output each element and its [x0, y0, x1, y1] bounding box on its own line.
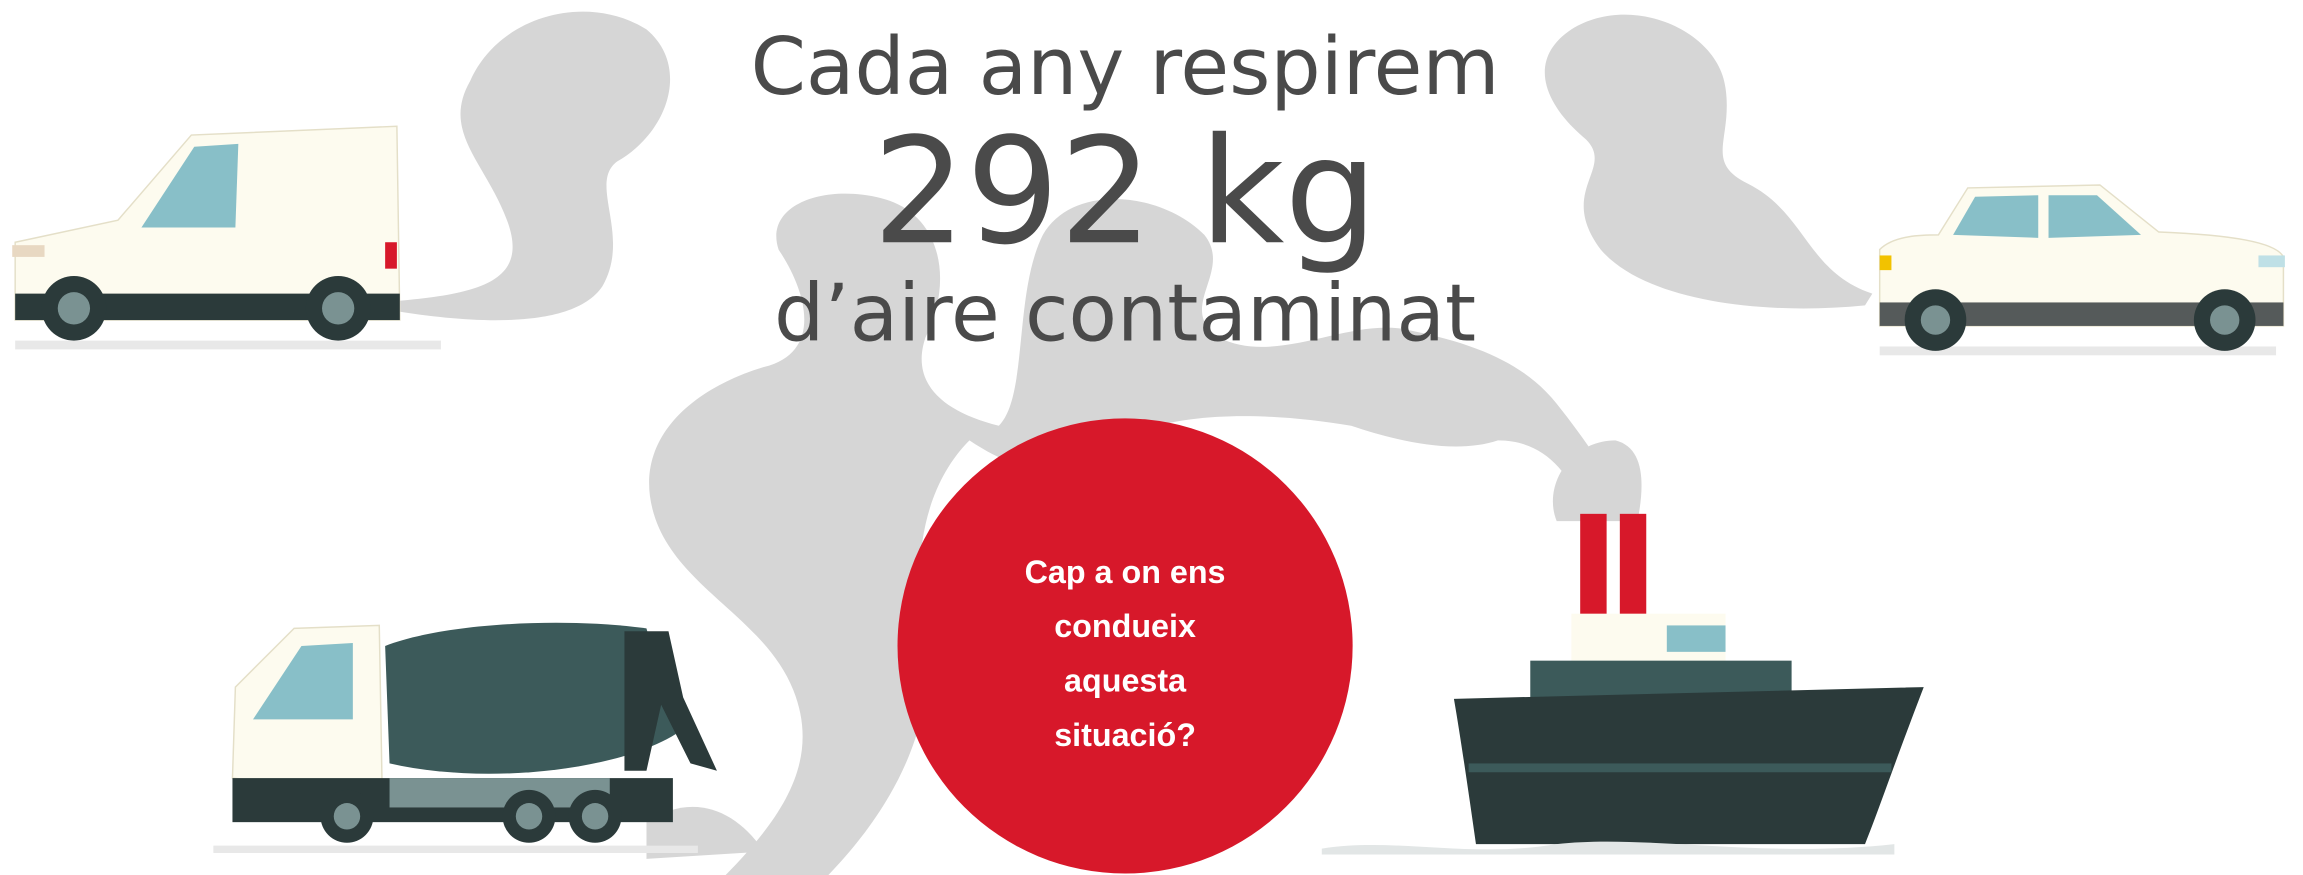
ship-illustration-part	[1580, 514, 1606, 617]
car-illustration-part	[1880, 255, 1892, 270]
van-illustration	[12, 126, 441, 349]
car-illustration-part	[2258, 255, 2284, 267]
van-illustration-part	[58, 292, 90, 324]
mixer-truck-illustration-part	[582, 803, 608, 829]
ship-illustration	[1322, 514, 1924, 855]
callout-line: aquesta	[1064, 662, 1187, 698]
page: {"headline": {"lines": ["Cada any respir…	[0, 0, 2303, 875]
smoke-part	[397, 12, 670, 321]
ship-illustration-part	[1620, 514, 1646, 617]
mixer-truck-illustration	[213, 623, 717, 853]
headline-figure: 292 kg	[873, 106, 1378, 277]
callout-line: Cap a on ens	[1025, 554, 1226, 590]
mixer-truck-illustration-part	[213, 846, 697, 853]
mixer-truck-illustration-part	[516, 803, 542, 829]
headline-line: Cada any respirem	[751, 20, 1500, 113]
headline-line: d’aire contaminat	[774, 267, 1476, 360]
ship-illustration-part	[1667, 625, 1726, 651]
van-illustration-part	[12, 245, 44, 257]
van-illustration-part	[15, 341, 441, 350]
mixer-truck-illustration-part	[624, 631, 716, 770]
car-illustration	[1880, 185, 2285, 355]
callout-circle	[898, 418, 1353, 873]
van-illustration-part	[322, 292, 354, 324]
mixer-truck-illustration-part	[334, 803, 360, 829]
infographic: Cada any respirem 292 kg d’aire contamin…	[0, 0, 2303, 875]
van-illustration-part	[385, 242, 397, 268]
car-illustration-part	[2210, 305, 2239, 334]
car-illustration-part	[1921, 305, 1950, 334]
smoke-part	[1545, 15, 1873, 309]
ship-illustration-part	[1469, 763, 1892, 772]
callout-line: situació?	[1054, 717, 1196, 753]
callout-line: condueix	[1054, 608, 1196, 644]
